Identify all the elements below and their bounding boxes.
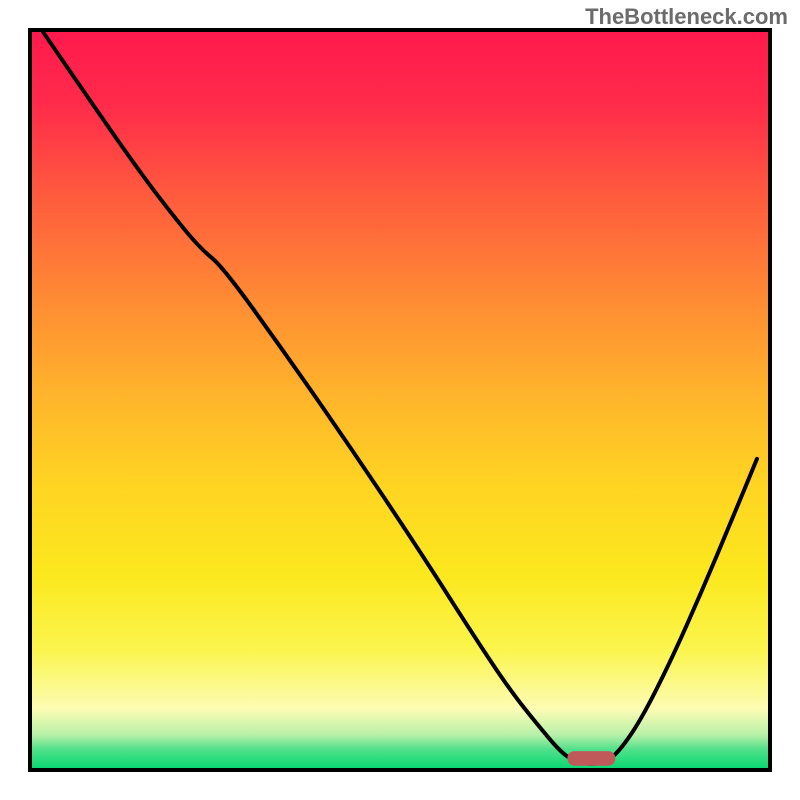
plot-area [32, 32, 768, 768]
gradient-background [32, 32, 768, 768]
valley-marker [567, 751, 615, 766]
chart-root: TheBottleneck.com [0, 0, 800, 800]
watermark-text: TheBottleneck.com [585, 4, 788, 29]
